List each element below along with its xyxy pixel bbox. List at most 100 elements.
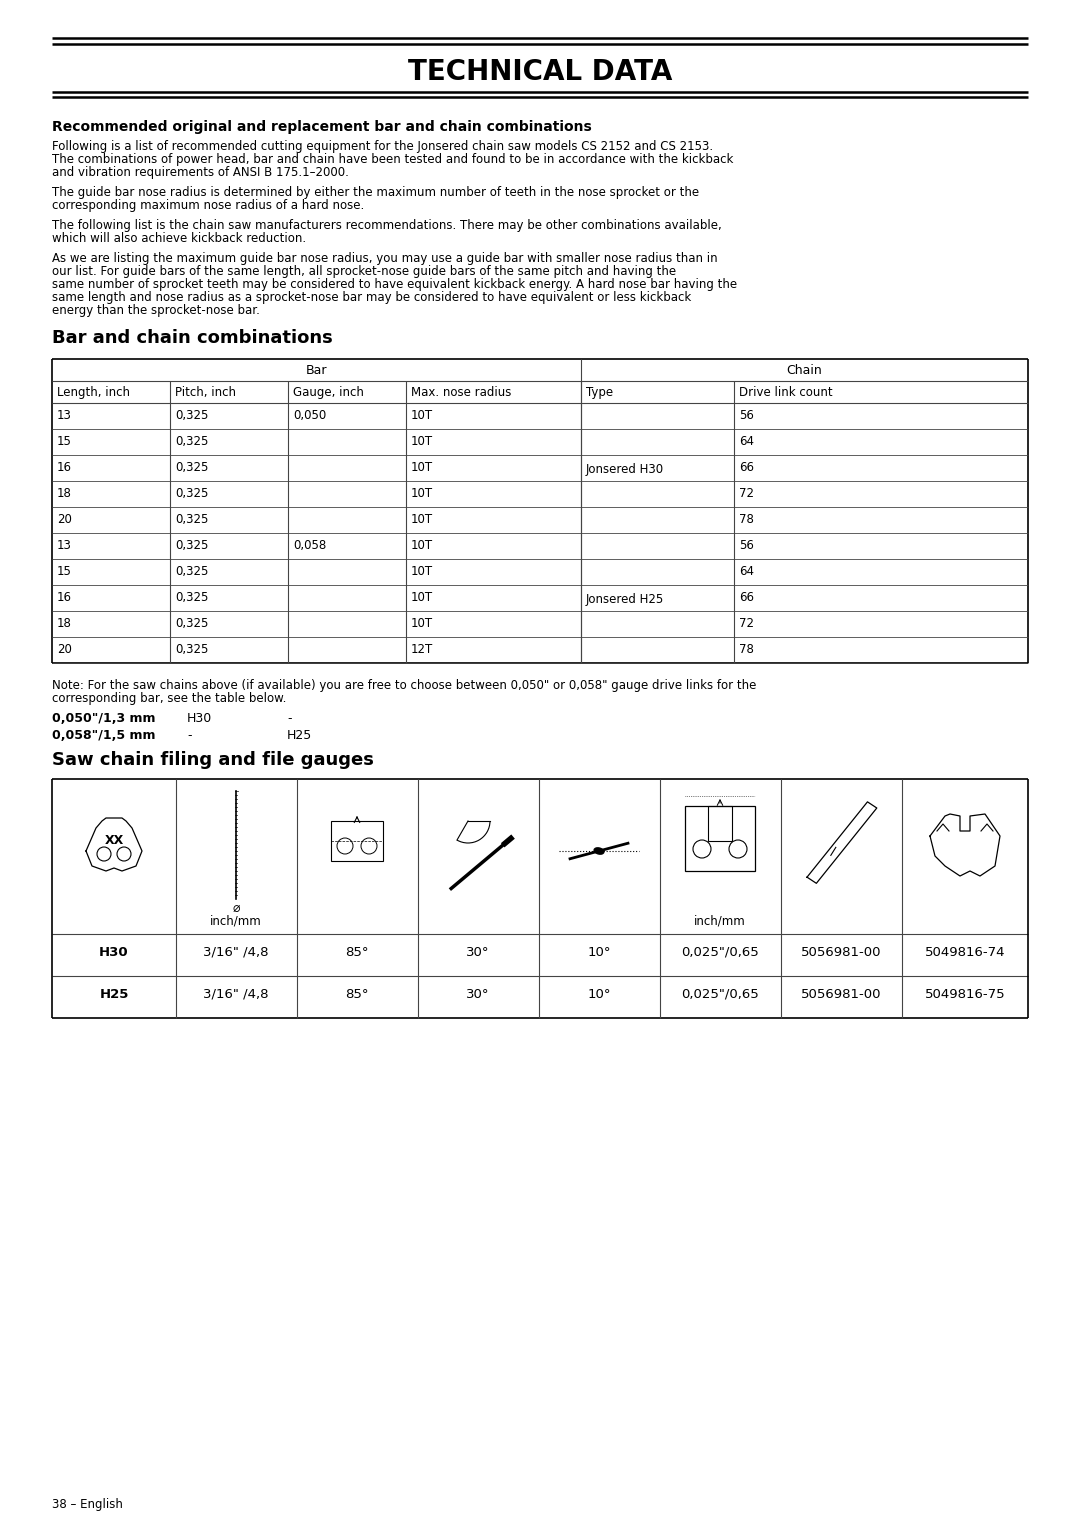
- Bar: [708, 805, 732, 840]
- Text: 30°: 30°: [467, 987, 489, 1001]
- Text: The combinations of power head, bar and chain have been tested and found to be i: The combinations of power head, bar and …: [52, 153, 733, 167]
- Text: 5049816‑74: 5049816‑74: [924, 946, 1005, 958]
- Text: Chain: Chain: [786, 364, 822, 377]
- Text: H25: H25: [99, 987, 129, 1001]
- Text: H30: H30: [99, 946, 129, 958]
- Text: Recommended original and replacement bar and chain combinations: Recommended original and replacement bar…: [52, 121, 592, 134]
- Text: 20: 20: [57, 513, 72, 526]
- Text: 10T: 10T: [411, 410, 433, 422]
- Text: Length, inch: Length, inch: [57, 387, 130, 399]
- Text: inch/mm: inch/mm: [694, 914, 746, 927]
- Text: 72: 72: [739, 617, 754, 630]
- Text: 0,025"/0,65: 0,025"/0,65: [681, 987, 759, 1001]
- Text: H30: H30: [187, 712, 213, 724]
- Text: Pitch, inch: Pitch, inch: [175, 387, 237, 399]
- Text: 12T: 12T: [411, 643, 433, 656]
- Text: 10°: 10°: [588, 987, 611, 1001]
- Text: 64: 64: [739, 435, 754, 448]
- Bar: [330, 821, 383, 860]
- Text: 10T: 10T: [411, 513, 433, 526]
- Text: 10T: 10T: [411, 539, 433, 552]
- Text: -: -: [187, 729, 191, 743]
- Text: 0,058"/1,5 mm: 0,058"/1,5 mm: [52, 729, 156, 743]
- Text: 0,050"/1,3 mm: 0,050"/1,3 mm: [52, 712, 156, 724]
- Text: 0,325: 0,325: [175, 617, 208, 630]
- Text: 0,325: 0,325: [175, 410, 208, 422]
- Text: 0,058: 0,058: [293, 539, 326, 552]
- Text: inch/mm: inch/mm: [211, 914, 261, 927]
- Text: 10T: 10T: [411, 591, 433, 604]
- Text: 10T: 10T: [411, 435, 433, 448]
- Text: 0,325: 0,325: [175, 591, 208, 604]
- Text: 5056981‑00: 5056981‑00: [800, 946, 881, 958]
- Ellipse shape: [594, 848, 604, 854]
- Text: 16: 16: [57, 461, 72, 474]
- Text: 0,025"/0,65: 0,025"/0,65: [681, 946, 759, 958]
- Text: 78: 78: [739, 643, 754, 656]
- Text: same number of sprocket teeth may be considered to have equivalent kickback ener: same number of sprocket teeth may be con…: [52, 278, 738, 290]
- Text: -: -: [287, 712, 292, 724]
- Text: 10T: 10T: [411, 617, 433, 630]
- Text: 0,325: 0,325: [175, 461, 208, 474]
- Text: 72: 72: [739, 487, 754, 500]
- Text: 5049816‑75: 5049816‑75: [924, 987, 1005, 1001]
- Text: 56: 56: [739, 410, 754, 422]
- Text: H25: H25: [287, 729, 312, 743]
- Text: ⌀: ⌀: [232, 902, 240, 915]
- Text: corresponding maximum nose radius of a hard nose.: corresponding maximum nose radius of a h…: [52, 199, 364, 212]
- Text: Drive link count: Drive link count: [739, 387, 833, 399]
- Text: 16: 16: [57, 591, 72, 604]
- Text: which will also achieve kickback reduction.: which will also achieve kickback reducti…: [52, 232, 306, 244]
- Text: Following is a list of recommended cutting equipment for the Jonsered chain saw : Following is a list of recommended cutti…: [52, 141, 713, 153]
- Text: 0,050: 0,050: [293, 410, 326, 422]
- Text: and vibration requirements of ANSI B 175.1–2000.: and vibration requirements of ANSI B 175…: [52, 167, 349, 179]
- Text: energy than the sprocket-nose bar.: energy than the sprocket-nose bar.: [52, 304, 260, 316]
- Text: 64: 64: [739, 565, 754, 578]
- Text: 13: 13: [57, 410, 72, 422]
- Text: The following list is the chain saw manufacturers recommendations. There may be : The following list is the chain saw manu…: [52, 219, 721, 232]
- Text: Bar: Bar: [306, 364, 327, 377]
- Text: same length and nose radius as a sprocket-nose bar may be considered to have equ: same length and nose radius as a sprocke…: [52, 290, 691, 304]
- Text: 10T: 10T: [411, 565, 433, 578]
- Text: As we are listing the maximum guide bar nose radius, you may use a guide bar wit: As we are listing the maximum guide bar …: [52, 252, 717, 264]
- Text: 15: 15: [57, 565, 72, 578]
- Text: 10T: 10T: [411, 461, 433, 474]
- Text: our list. For guide bars of the same length, all sprocket-nose guide bars of the: our list. For guide bars of the same len…: [52, 264, 676, 278]
- Text: 3/16" /4,8: 3/16" /4,8: [203, 987, 269, 1001]
- Text: 0,325: 0,325: [175, 565, 208, 578]
- Text: 85°: 85°: [346, 987, 368, 1001]
- Text: Jonsered H25: Jonsered H25: [586, 593, 664, 607]
- Text: 18: 18: [57, 487, 72, 500]
- Text: 78: 78: [739, 513, 754, 526]
- Text: 56: 56: [739, 539, 754, 552]
- Text: 10°: 10°: [588, 946, 611, 958]
- Text: 18: 18: [57, 617, 72, 630]
- Text: Bar and chain combinations: Bar and chain combinations: [52, 329, 333, 347]
- Text: Jonsered H30: Jonsered H30: [586, 463, 664, 477]
- Text: 38 – English: 38 – English: [52, 1497, 123, 1511]
- Text: corresponding bar, see the table below.: corresponding bar, see the table below.: [52, 692, 286, 704]
- Text: 3/16" /4,8: 3/16" /4,8: [203, 946, 269, 958]
- Bar: [685, 805, 755, 871]
- Text: 30°: 30°: [467, 946, 489, 958]
- Text: 13: 13: [57, 539, 72, 552]
- Text: Gauge, inch: Gauge, inch: [293, 387, 364, 399]
- Text: TECHNICAL DATA: TECHNICAL DATA: [408, 58, 672, 86]
- Text: Note: For the saw chains above (if available) you are free to choose between 0,0: Note: For the saw chains above (if avail…: [52, 678, 756, 692]
- Text: 5056981‑00: 5056981‑00: [800, 987, 881, 1001]
- Text: 20: 20: [57, 643, 72, 656]
- Text: 0,325: 0,325: [175, 487, 208, 500]
- Text: Max. nose radius: Max. nose radius: [411, 387, 511, 399]
- Text: 0,325: 0,325: [175, 643, 208, 656]
- Text: 0,325: 0,325: [175, 513, 208, 526]
- Text: XX: XX: [105, 834, 123, 848]
- Text: Type: Type: [586, 387, 613, 399]
- Text: 0,325: 0,325: [175, 435, 208, 448]
- Text: 0,325: 0,325: [175, 539, 208, 552]
- Text: 85°: 85°: [346, 946, 368, 958]
- Text: 66: 66: [739, 591, 754, 604]
- Text: 10T: 10T: [411, 487, 433, 500]
- Text: 66: 66: [739, 461, 754, 474]
- Text: 15: 15: [57, 435, 72, 448]
- Text: The guide bar nose radius is determined by either the maximum number of teeth in: The guide bar nose radius is determined …: [52, 186, 699, 199]
